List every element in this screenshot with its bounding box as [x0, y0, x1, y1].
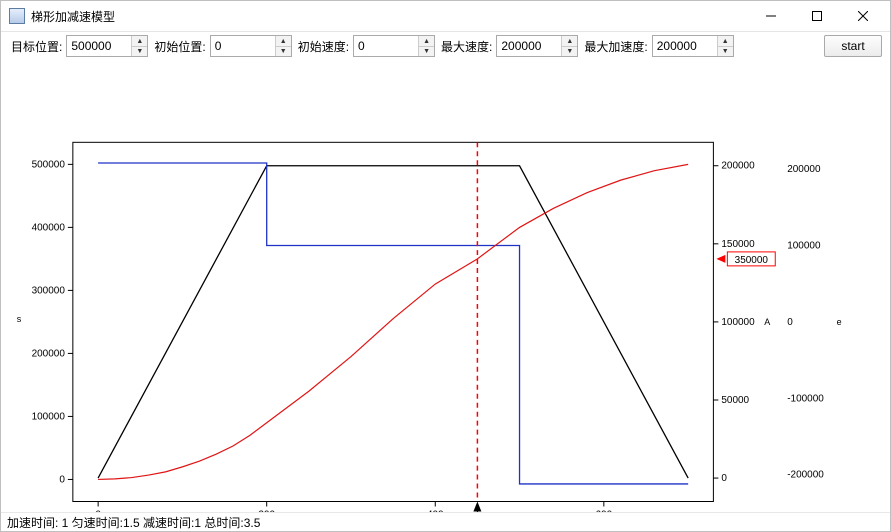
status-text: 加速时间: 1 匀速时间:1.5 减速时间:1 总时间:3.5: [7, 514, 260, 531]
maximize-button[interactable]: [794, 1, 840, 31]
close-button[interactable]: [840, 1, 886, 31]
svg-text:-100000: -100000: [787, 393, 824, 404]
chevron-down-icon[interactable]: ▼: [562, 46, 577, 57]
svg-text:200: 200: [258, 509, 275, 513]
svg-text:300000: 300000: [32, 285, 66, 296]
max-vel-spin[interactable]: ▲▼: [496, 35, 578, 57]
chevron-up-icon[interactable]: ▲: [419, 36, 434, 46]
svg-text:100000: 100000: [32, 411, 66, 422]
titlebar: 梯形加减速模型: [1, 1, 890, 32]
init-pos-input[interactable]: [211, 36, 275, 56]
init-vel-label: 初始速度:: [298, 38, 349, 55]
app-icon: [9, 8, 25, 24]
chevron-up-icon[interactable]: ▲: [718, 36, 733, 46]
svg-text:e: e: [837, 316, 842, 326]
main-window: 梯形加减速模型 目标位置: ▲▼ 初始位置: ▲▼ 初始速度: ▲▼ 最大速度:: [0, 0, 891, 532]
svg-text:200000: 200000: [32, 348, 66, 359]
svg-text:150000: 150000: [721, 238, 755, 249]
spin-arrows[interactable]: ▲▼: [717, 36, 733, 56]
svg-text:0: 0: [95, 509, 101, 513]
svg-text:200000: 200000: [787, 164, 821, 175]
svg-text:s: s: [17, 313, 22, 323]
svg-text:350000: 350000: [735, 254, 769, 265]
target-pos-label: 目标位置:: [11, 38, 62, 55]
chart-svg: 0 200 400 600 0 100000 200000 300000 400000 50000…: [5, 61, 886, 513]
svg-text:A: A: [764, 316, 770, 326]
svg-text:400000: 400000: [32, 222, 66, 233]
spin-arrows[interactable]: ▲▼: [131, 36, 147, 56]
svg-text:200000: 200000: [721, 160, 755, 171]
close-icon: [858, 11, 868, 21]
chevron-down-icon[interactable]: ▼: [419, 46, 434, 57]
minimize-button[interactable]: [748, 1, 794, 31]
statusbar: 加速时间: 1 匀速时间:1.5 减速时间:1 总时间:3.5: [1, 512, 890, 531]
svg-text:0: 0: [59, 474, 65, 485]
window-title: 梯形加减速模型: [31, 8, 748, 25]
svg-text:0: 0: [787, 316, 793, 327]
svg-text:100000: 100000: [721, 316, 755, 327]
init-pos-label: 初始位置:: [154, 38, 205, 55]
chevron-down-icon[interactable]: ▼: [276, 46, 291, 57]
chevron-down-icon[interactable]: ▼: [132, 46, 147, 57]
svg-text:500000: 500000: [32, 159, 66, 170]
svg-text:600: 600: [596, 509, 613, 513]
spin-arrows[interactable]: ▲▼: [418, 36, 434, 56]
init-vel-input[interactable]: [354, 36, 418, 56]
target-pos-input[interactable]: [67, 36, 131, 56]
max-acc-label: 最大加速度:: [584, 38, 647, 55]
max-vel-label: 最大速度:: [441, 38, 492, 55]
chevron-down-icon[interactable]: ▼: [718, 46, 733, 57]
max-acc-input[interactable]: [653, 36, 717, 56]
init-vel-spin[interactable]: ▲▼: [353, 35, 435, 57]
max-vel-input[interactable]: [497, 36, 561, 56]
svg-text:400: 400: [427, 509, 444, 513]
svg-text:50000: 50000: [721, 394, 749, 405]
target-pos-spin[interactable]: ▲▼: [66, 35, 148, 57]
max-acc-spin[interactable]: ▲▼: [652, 35, 734, 57]
chart-area[interactable]: 0 200 400 600 0 100000 200000 300000 400000 50000…: [5, 61, 886, 513]
maximize-icon: [812, 11, 822, 21]
chevron-up-icon[interactable]: ▲: [132, 36, 147, 46]
chevron-up-icon[interactable]: ▲: [276, 36, 291, 46]
spin-arrows[interactable]: ▲▼: [561, 36, 577, 56]
spin-arrows[interactable]: ▲▼: [275, 36, 291, 56]
svg-text:0: 0: [721, 473, 727, 484]
toolbar: 目标位置: ▲▼ 初始位置: ▲▼ 初始速度: ▲▼ 最大速度: ▲▼ 最大加速…: [1, 32, 890, 61]
svg-text:100000: 100000: [787, 240, 821, 251]
svg-text:-200000: -200000: [787, 469, 824, 480]
chevron-up-icon[interactable]: ▲: [562, 36, 577, 46]
init-pos-spin[interactable]: ▲▼: [210, 35, 292, 57]
start-button[interactable]: start: [824, 35, 882, 57]
start-button-label: start: [841, 39, 864, 53]
minimize-icon: [766, 11, 776, 21]
